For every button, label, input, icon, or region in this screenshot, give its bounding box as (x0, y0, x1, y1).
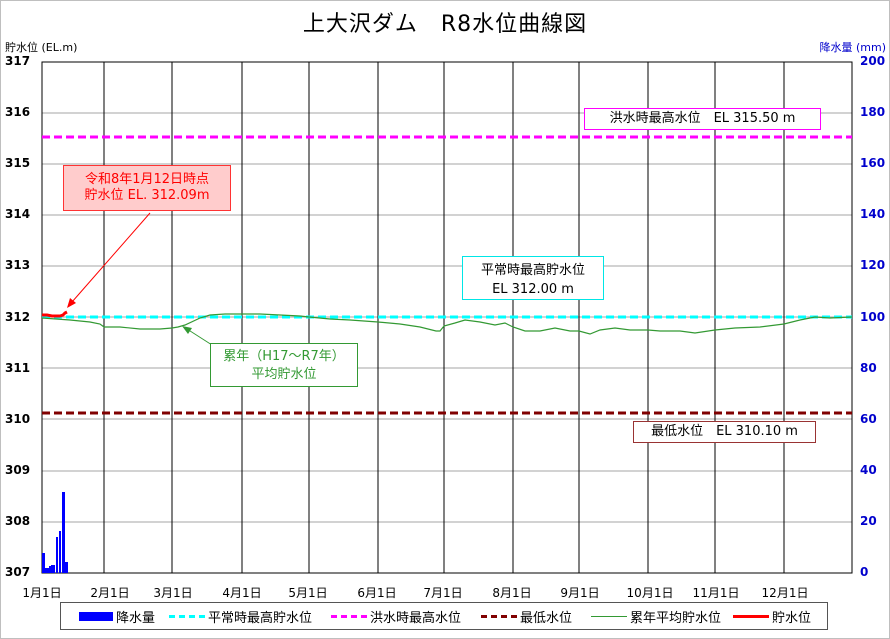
average-callout-arrow (186, 328, 213, 346)
current-callout-arrow (71, 212, 151, 303)
x-tick: 9月1日 (560, 586, 600, 600)
callout-text: 貯水位 EL. 312.09m (84, 188, 210, 203)
callout-text: 最低水位 EL 310.10 m (651, 424, 798, 439)
y-tick-right: 20 (860, 514, 877, 528)
x-tick: 8月1日 (492, 586, 532, 600)
legend-swatch (591, 615, 627, 617)
y-tick-left: 307 (5, 565, 31, 579)
x-tick: 11月1日 (692, 586, 740, 600)
y-tick-right: 100 (860, 310, 886, 324)
x-tick: 7月1日 (423, 586, 463, 600)
y-tick-right: 180 (860, 105, 886, 119)
y-tick-right: 160 (860, 156, 886, 170)
y-tick-right: 80 (860, 361, 877, 375)
legend-item-average: 累年平均貯水位 (591, 603, 721, 629)
callout-text: 令和8年1月12日時点 (84, 172, 210, 187)
callout-text: 累年（H17～R7年） (223, 349, 345, 364)
legend-item-normal-max: 平常時最高貯水位 (169, 603, 312, 629)
y-axis-right-label: 降水量 (mm) (819, 41, 886, 54)
x-tick: 3月1日 (153, 586, 193, 600)
average-level-callout: 累年（H17～R7年） 平均貯水位 (210, 343, 358, 387)
min-level-callout: 最低水位 EL 310.10 m (633, 421, 816, 443)
legend-label: 洪水時最高水位 (370, 610, 462, 626)
legend-label: 降水量 (116, 610, 156, 626)
y-tick-left: 315 (5, 156, 31, 170)
y-tick-left: 312 (5, 310, 31, 324)
legend-swatch (481, 614, 517, 618)
x-tick: 1月1日 (22, 586, 62, 600)
y-tick-right: 200 (860, 54, 886, 68)
legend-label: 最低水位 (520, 610, 573, 626)
legend-swatch (733, 614, 769, 618)
x-tick: 6月1日 (357, 586, 397, 600)
chart-title: 上大沢ダム R8水位曲線図 (302, 12, 588, 37)
x-tick: 4月1日 (222, 586, 262, 600)
y-tick-left: 308 (5, 514, 31, 528)
y-axis-left-label: 貯水位 (EL.m) (5, 41, 78, 54)
current-level-line (42, 310, 68, 318)
callout-text: 平均貯水位 (251, 367, 317, 382)
y-tick-left: 310 (5, 412, 31, 426)
legend-label: 貯水位 (772, 610, 812, 626)
legend-swatch (79, 611, 113, 621)
legend-label: 累年平均貯水位 (630, 610, 722, 626)
average-level-line (41, 313, 853, 335)
flood-max-callout: 洪水時最高水位 EL 315.50 m (584, 108, 821, 130)
y-tick-right: 140 (860, 207, 886, 221)
legend-swatch (169, 614, 205, 618)
y-tick-left: 317 (5, 54, 31, 68)
legend-item-precipitation: 降水量 (79, 603, 155, 629)
y-tick-left: 313 (5, 258, 31, 272)
x-tick: 5月1日 (288, 586, 328, 600)
y-tick-right: 60 (860, 412, 877, 426)
callout-text: 洪水時最高水位 EL 315.50 m (609, 111, 796, 126)
normal-max-callout: 平常時最高貯水位 EL 312.00 m (462, 256, 604, 300)
legend-item-current-level: 貯水位 (733, 603, 811, 629)
callout-text: EL 312.00 m (492, 282, 574, 297)
y-tick-left: 314 (5, 207, 31, 221)
y-tick-right: 0 (860, 565, 869, 579)
arrow-head-icon (182, 326, 192, 334)
x-tick: 12月1日 (761, 586, 809, 600)
arrow-head-icon (67, 298, 76, 308)
legend-label: 平常時最高貯水位 (208, 610, 313, 626)
x-tick: 10月1日 (626, 586, 674, 600)
legend-item-flood-max: 洪水時最高水位 (331, 603, 461, 629)
y-tick-left: 311 (5, 361, 31, 375)
legend-item-min-level: 最低水位 (481, 603, 572, 629)
y-tick-left: 316 (5, 105, 31, 119)
x-tick: 2月1日 (90, 586, 130, 600)
y-tick-right: 120 (860, 258, 886, 272)
current-level-callout: 令和8年1月12日時点 貯水位 EL. 312.09m (63, 165, 231, 211)
chart-legend: 降水量 平常時最高貯水位 洪水時最高水位 最低水位 累年平均貯水位 貯水位 (60, 602, 828, 630)
callout-text: 平常時最高貯水位 (480, 263, 585, 278)
precipitation-bars (42, 492, 68, 573)
y-tick-right: 40 (860, 463, 877, 477)
y-tick-left: 309 (5, 463, 31, 477)
legend-swatch (331, 614, 367, 618)
